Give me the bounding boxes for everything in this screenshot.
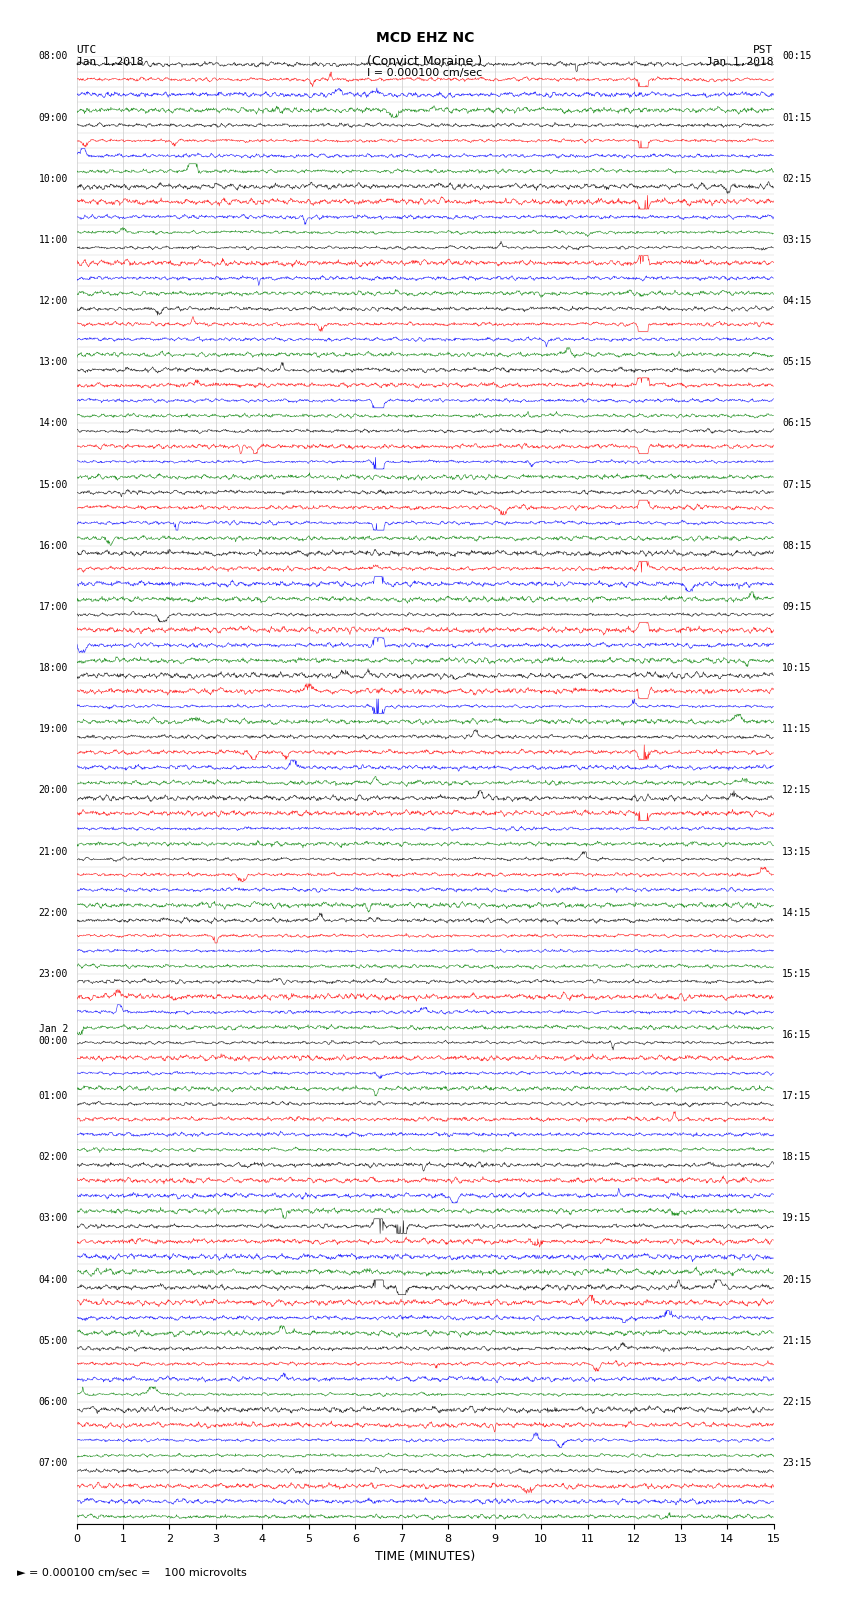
Text: 03:15: 03:15	[782, 235, 812, 245]
Text: 20:00: 20:00	[38, 786, 68, 795]
Text: 09:15: 09:15	[782, 602, 812, 611]
Text: (Convict Moraine ): (Convict Moraine )	[367, 55, 483, 68]
Text: UTC
Jan 1,2018: UTC Jan 1,2018	[76, 45, 144, 66]
Text: 05:15: 05:15	[782, 356, 812, 368]
Text: PST
Jan 1,2018: PST Jan 1,2018	[706, 45, 774, 66]
Text: 06:00: 06:00	[38, 1397, 68, 1407]
X-axis label: TIME (MINUTES): TIME (MINUTES)	[375, 1550, 475, 1563]
Text: 11:15: 11:15	[782, 724, 812, 734]
Text: MCD EHZ NC: MCD EHZ NC	[376, 31, 474, 45]
Text: 11:00: 11:00	[38, 235, 68, 245]
Text: 19:15: 19:15	[782, 1213, 812, 1224]
Text: 14:15: 14:15	[782, 908, 812, 918]
Text: 07:15: 07:15	[782, 479, 812, 490]
Text: Jan 2
00:00: Jan 2 00:00	[38, 1024, 68, 1045]
Text: 18:00: 18:00	[38, 663, 68, 673]
Text: 02:00: 02:00	[38, 1152, 68, 1163]
Text: 15:15: 15:15	[782, 969, 812, 979]
Text: ► = 0.000100 cm/sec =    100 microvolts: ► = 0.000100 cm/sec = 100 microvolts	[17, 1568, 246, 1578]
Text: 23:00: 23:00	[38, 969, 68, 979]
Text: 12:15: 12:15	[782, 786, 812, 795]
Text: 02:15: 02:15	[782, 174, 812, 184]
Text: 04:00: 04:00	[38, 1274, 68, 1284]
Text: 17:00: 17:00	[38, 602, 68, 611]
Text: 00:15: 00:15	[782, 52, 812, 61]
Text: 08:15: 08:15	[782, 540, 812, 550]
Text: 16:00: 16:00	[38, 540, 68, 550]
Text: 06:15: 06:15	[782, 418, 812, 429]
Text: 05:00: 05:00	[38, 1336, 68, 1345]
Text: 22:00: 22:00	[38, 908, 68, 918]
Text: 01:00: 01:00	[38, 1090, 68, 1102]
Text: 09:00: 09:00	[38, 113, 68, 123]
Text: 21:15: 21:15	[782, 1336, 812, 1345]
Text: 15:00: 15:00	[38, 479, 68, 490]
Text: 21:00: 21:00	[38, 847, 68, 857]
Text: 23:15: 23:15	[782, 1458, 812, 1468]
Text: 20:15: 20:15	[782, 1274, 812, 1284]
Text: 04:15: 04:15	[782, 297, 812, 306]
Text: 18:15: 18:15	[782, 1152, 812, 1163]
Text: 01:15: 01:15	[782, 113, 812, 123]
Text: 16:15: 16:15	[782, 1031, 812, 1040]
Text: 13:00: 13:00	[38, 356, 68, 368]
Text: 08:00: 08:00	[38, 52, 68, 61]
Text: 07:00: 07:00	[38, 1458, 68, 1468]
Text: I = 0.000100 cm/sec: I = 0.000100 cm/sec	[367, 68, 483, 77]
Text: 17:15: 17:15	[782, 1090, 812, 1102]
Text: 12:00: 12:00	[38, 297, 68, 306]
Text: 10:15: 10:15	[782, 663, 812, 673]
Text: 10:00: 10:00	[38, 174, 68, 184]
Text: 14:00: 14:00	[38, 418, 68, 429]
Text: 13:15: 13:15	[782, 847, 812, 857]
Text: 22:15: 22:15	[782, 1397, 812, 1407]
Text: 03:00: 03:00	[38, 1213, 68, 1224]
Text: 19:00: 19:00	[38, 724, 68, 734]
